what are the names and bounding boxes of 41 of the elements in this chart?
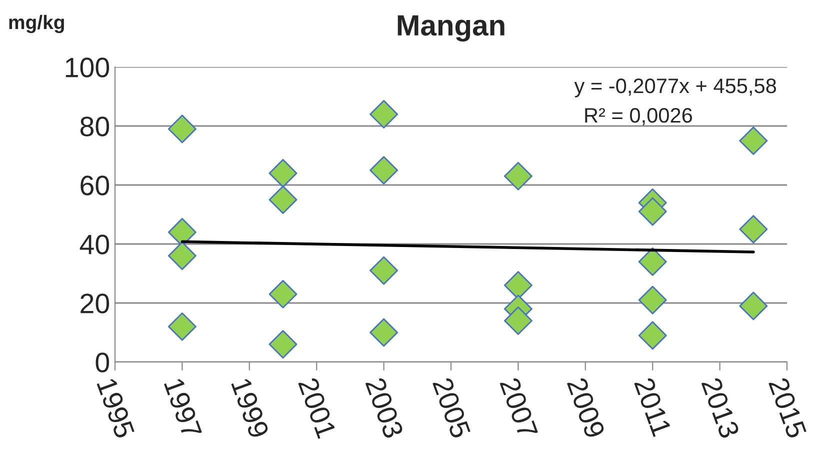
point [268,280,298,308]
point [739,215,768,244]
y-axis-title: mg/kg [9,14,64,34]
point [638,286,667,314]
x-tick-label: 2005 [432,376,472,440]
point [370,100,398,128]
y-tick-label: 0 [96,352,110,372]
point [739,292,768,320]
annotation: y = -0,2077x + 455,58 [574,78,776,98]
point [168,114,196,144]
x-tick-label: 1995 [96,377,136,440]
chart-title: Mangan [398,15,504,42]
x-tick-label: 2001 [298,376,337,439]
point [370,156,398,184]
x-tick-label: 1997 [164,377,202,439]
x-tick-label: 2013 [701,376,740,440]
point [638,247,667,276]
point [638,321,667,350]
point [370,256,398,285]
point [504,306,532,335]
point [168,242,196,270]
point [504,162,532,190]
y-tick-label: 20 [80,294,110,314]
x-tick-label: 2003 [365,376,404,440]
annotation: R² = 0,0026 [585,108,692,126]
y-tick-label: 60 [80,176,110,196]
point [638,197,667,226]
x-tick-label: 2011 [634,376,672,438]
point [268,330,298,359]
y-tick-label: 80 [80,116,110,136]
point [268,158,298,188]
y-tick-label: 100 [66,58,110,78]
x-tick-label: 2009 [566,376,606,440]
y-tick-label: 40 [80,234,110,254]
x-tick-label: 2007 [500,376,538,439]
point [370,318,398,347]
point [268,186,298,214]
x-tick-label: 1999 [230,377,270,440]
point [739,126,768,155]
point [168,312,196,341]
x-tick-label: 2015 [768,376,808,440]
